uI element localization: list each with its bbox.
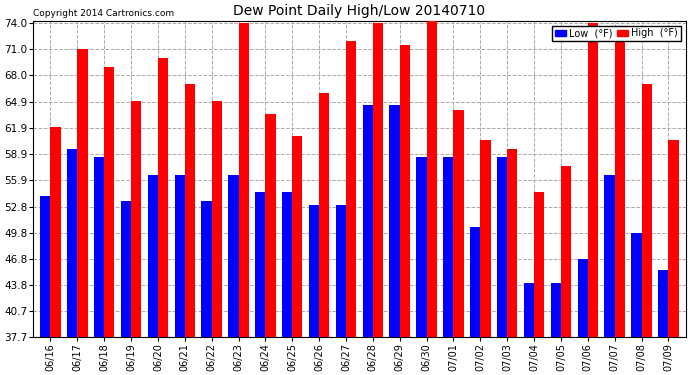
Bar	[148, 175, 158, 337]
Bar	[212, 101, 222, 337]
Legend: Low  (°F), High  (°F): Low (°F), High (°F)	[552, 26, 681, 41]
Bar	[67, 149, 77, 337]
Bar	[40, 196, 50, 337]
Bar	[443, 158, 453, 337]
Bar	[658, 270, 669, 337]
Bar	[588, 23, 598, 337]
Bar	[50, 127, 61, 337]
Bar	[94, 158, 104, 337]
Bar	[497, 158, 507, 337]
Bar	[255, 192, 266, 337]
Bar	[336, 205, 346, 337]
Bar	[104, 66, 115, 337]
Bar	[631, 232, 642, 337]
Bar	[524, 283, 534, 337]
Bar	[121, 201, 131, 337]
Bar	[293, 136, 302, 337]
Bar	[77, 49, 88, 337]
Bar	[228, 175, 239, 337]
Bar	[239, 23, 248, 337]
Bar	[185, 84, 195, 337]
Bar	[507, 149, 518, 337]
Bar	[346, 40, 356, 337]
Bar	[282, 192, 293, 337]
Bar	[175, 175, 185, 337]
Bar	[480, 140, 491, 337]
Bar	[426, 19, 437, 337]
Bar	[642, 84, 652, 337]
Bar	[453, 110, 464, 337]
Bar	[373, 23, 383, 337]
Bar	[309, 205, 319, 337]
Bar	[551, 283, 561, 337]
Bar	[266, 114, 275, 337]
Bar	[561, 166, 571, 337]
Bar	[604, 175, 615, 337]
Bar	[363, 105, 373, 337]
Bar	[400, 45, 410, 337]
Bar	[470, 226, 480, 337]
Bar	[201, 201, 212, 337]
Bar	[669, 140, 678, 337]
Bar	[615, 36, 625, 337]
Bar	[416, 158, 426, 337]
Title: Dew Point Daily High/Low 20140710: Dew Point Daily High/Low 20140710	[233, 4, 486, 18]
Bar	[534, 192, 544, 337]
Bar	[319, 93, 329, 337]
Bar	[578, 259, 588, 337]
Bar	[389, 105, 400, 337]
Text: Copyright 2014 Cartronics.com: Copyright 2014 Cartronics.com	[33, 9, 174, 18]
Bar	[158, 58, 168, 337]
Bar	[131, 101, 141, 337]
